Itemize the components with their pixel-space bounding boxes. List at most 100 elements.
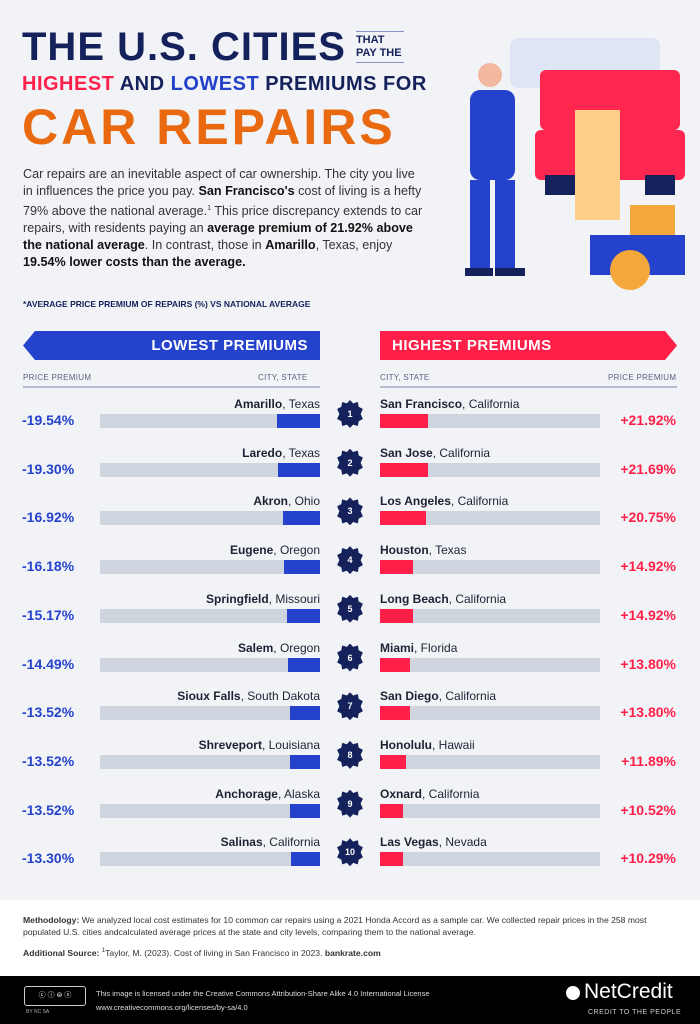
high-city: Honolulu, Hawaii (380, 738, 475, 752)
title-and: AND (114, 73, 171, 95)
low-city-state: , Oregon (273, 640, 320, 655)
high-bar (380, 803, 404, 818)
low-value-label: -19.54% (22, 412, 75, 428)
high-city: San Francisco, California (380, 397, 519, 411)
cc-license-icon: ⓒ ⓘ ⊜ ⓢ (24, 986, 86, 1006)
high-city: Houston, Texas (380, 543, 466, 557)
methodology: Methodology: We analyzed local cost esti… (23, 914, 677, 938)
low-bar-track (100, 852, 320, 867)
low-bar-track (100, 657, 320, 672)
high-bar-track (380, 462, 600, 477)
intro-p1: Car repairs are an inevitable aspect of … (23, 167, 415, 198)
low-bar-track (100, 608, 320, 623)
intro-p5: , Texas, enjoy (315, 238, 393, 253)
high-city-state: , Nevada (438, 835, 487, 850)
intro-b1: San Francisco's (198, 184, 295, 198)
source-link[interactable]: bankrate.com (324, 947, 381, 958)
low-value-label: -13.52% (22, 801, 75, 818)
high-city-name: Oxnard (380, 786, 423, 801)
high-city-state: , Texas (428, 543, 467, 558)
low-bar (277, 462, 320, 477)
low-city-name: Salem (237, 640, 274, 655)
rank-badge: 9 (337, 789, 363, 818)
high-city-state: , California (422, 786, 480, 801)
low-city-name: Anchorage (215, 786, 278, 801)
table-row: Amarillo, Texas -19.54% 1 San Francisco,… (0, 397, 700, 445)
low-city-name: Shreveport (198, 737, 262, 752)
low-value-label: -19.30% (22, 460, 75, 477)
low-value-label: -13.52% (22, 752, 75, 769)
left-col-city: CITY, STATE (258, 373, 308, 382)
low-city-state: , Alaska (277, 786, 320, 801)
intro-text: Car repairs are an inevitable aspect of … (23, 166, 423, 271)
high-bar (380, 560, 413, 575)
low-bar (290, 852, 320, 867)
low-bar (290, 706, 320, 721)
high-city-state: , Florida (414, 640, 458, 655)
low-city-state: , Ohio (287, 494, 320, 509)
source-label: Additional Source: (23, 947, 100, 958)
title-row1: THE U.S. CITIES THAT PAY THE (22, 26, 432, 68)
intro-p4: . In contrast, those in (144, 238, 266, 253)
table-row: Anchorage, Alaska -13.52% 9 Oxnard, Cali… (0, 787, 700, 835)
high-value-label: +20.75% (620, 509, 676, 526)
high-bar-track (380, 414, 600, 428)
rank-badge: 10 (337, 838, 363, 867)
low-city: Shreveport, Louisiana (199, 738, 320, 752)
license-url[interactable]: www.creativecommons.org/licenses/by-sa/4… (96, 1003, 248, 1012)
high-city-name: Las Vegas (380, 835, 439, 850)
intro-sup: 1 (207, 205, 212, 212)
high-value-label: +13.80% (620, 704, 676, 721)
rank-badge: 8 (337, 740, 363, 769)
high-value-label: +13.80% (620, 655, 676, 672)
high-bar (380, 706, 411, 721)
low-bar (290, 803, 320, 818)
high-bar-track (380, 754, 600, 769)
low-city: Laredo, Texas (242, 446, 320, 460)
netcredit-logo-icon (566, 986, 580, 1000)
high-value-label: +14.92% (620, 558, 676, 575)
high-value-label: +21.92% (620, 412, 676, 428)
high-value-label: +10.52% (620, 801, 676, 818)
intro-b4: 19.54% lower costs than the average. (23, 255, 246, 270)
footer-bar: ⓒ ⓘ ⊜ ⓢ BY NC SA This image is licensed … (0, 976, 700, 1024)
low-city-name: Akron (253, 494, 288, 509)
high-value-label: +21.69% (620, 460, 676, 477)
low-value-label: -13.30% (22, 850, 75, 867)
table-row: Shreveport, Louisiana -13.52% 8 Honolulu… (0, 738, 700, 786)
high-bar-track (380, 706, 600, 721)
intro-b3: Amarillo (265, 238, 316, 253)
high-city-state: , California (432, 445, 491, 460)
high-city-name: Los Angeles (380, 494, 451, 509)
high-city-state: , Hawaii (431, 737, 475, 752)
low-city-state: , Texas (282, 445, 320, 460)
rank-badge: 2 (337, 448, 363, 477)
low-city: Salem, Oregon (238, 641, 320, 655)
table-row: Akron, Ohio -16.92% 3 Los Angeles, Calif… (0, 494, 700, 542)
low-value-label: -13.52% (22, 704, 75, 721)
intro-p3: This price discrepancy extends to car re… (23, 204, 423, 236)
high-bar-track (380, 803, 600, 818)
low-city-name: Amarillo (234, 397, 283, 411)
high-bar-track (380, 608, 600, 623)
title-lowest: LOWEST (170, 73, 260, 95)
mechanic-illustration (465, 38, 685, 290)
intro-b2: average premium of 21.92% above the nati… (23, 221, 413, 253)
low-city-state: , Missouri (268, 591, 320, 606)
low-city-state: , Texas (282, 397, 320, 411)
intro-p2: cost of living is a hefty 79% above the … (23, 184, 422, 219)
low-city-name: Springfield (205, 591, 269, 606)
low-bar-track (100, 511, 320, 526)
low-city-name: Salinas (220, 835, 263, 850)
high-city-name: San Diego (380, 689, 439, 704)
low-city: Salinas, California (221, 835, 320, 849)
low-bar (290, 754, 320, 769)
methodology-text: We analyzed local cost estimates for 10 … (23, 915, 647, 937)
high-value-label: +10.29% (620, 850, 676, 867)
brand-tagline: CREDIT TO THE PEOPLE (588, 1009, 682, 1016)
rank-badge: 5 (337, 594, 363, 623)
low-bar (286, 608, 320, 623)
high-city: Los Angeles, California (380, 494, 508, 508)
table-row: Salem, Oregon -14.49% 6 Miami, Florida +… (0, 641, 700, 689)
low-city: Anchorage, Alaska (215, 787, 320, 801)
